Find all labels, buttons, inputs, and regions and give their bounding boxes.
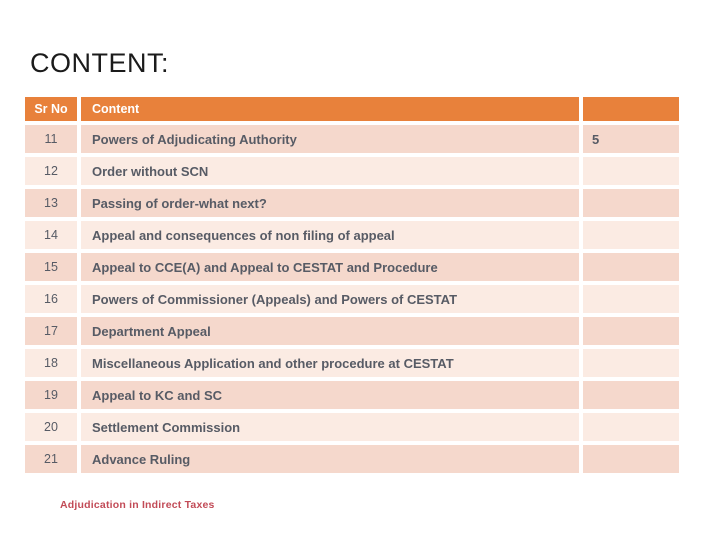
slide-title: CONTENT: — [30, 48, 169, 78]
table-row: 13 Passing of order-what next? — [25, 189, 679, 217]
page-cell — [583, 413, 679, 441]
page-cell — [583, 221, 679, 249]
sr-no-cell: 19 — [25, 381, 77, 409]
table-row: 11 Powers of Adjudicating Authority 5 — [25, 125, 679, 153]
sr-no-cell: 13 — [25, 189, 77, 217]
sr-no-cell: 20 — [25, 413, 77, 441]
table-row: 20 Settlement Commission — [25, 413, 679, 441]
table-row: 19 Appeal to KC and SC — [25, 381, 679, 409]
table-row: 21 Advance Ruling — [25, 445, 679, 473]
page-cell — [583, 189, 679, 217]
content-cell: Settlement Commission — [81, 413, 579, 441]
page-cell — [583, 285, 679, 313]
table-body: 11 Powers of Adjudicating Authority 5 12… — [25, 125, 679, 473]
page-cell — [583, 381, 679, 409]
header-sr-no: Sr No — [25, 97, 77, 121]
sr-no-cell: 15 — [25, 253, 77, 281]
content-cell: Department Appeal — [81, 317, 579, 345]
content-cell: Powers of Commissioner (Appeals) and Pow… — [81, 285, 579, 313]
sr-no-cell: 17 — [25, 317, 77, 345]
content-table: Sr No Content 11 Powers of Adjudicating … — [25, 97, 679, 473]
content-cell: Passing of order-what next? — [81, 189, 579, 217]
table-row: 17 Department Appeal — [25, 317, 679, 345]
sr-no-cell: 16 — [25, 285, 77, 313]
page-cell — [583, 157, 679, 185]
sr-no-cell: 12 — [25, 157, 77, 185]
content-cell: Miscellaneous Application and other proc… — [81, 349, 579, 377]
table-row: 15 Appeal to CCE(A) and Appeal to CESTAT… — [25, 253, 679, 281]
content-cell: Appeal and consequences of non filing of… — [81, 221, 579, 249]
content-cell: Appeal to KC and SC — [81, 381, 579, 409]
content-cell: Appeal to CCE(A) and Appeal to CESTAT an… — [81, 253, 579, 281]
sr-no-cell: 11 — [25, 125, 77, 153]
content-cell: Order without SCN — [81, 157, 579, 185]
page-cell — [583, 445, 679, 473]
table-row: 18 Miscellaneous Application and other p… — [25, 349, 679, 377]
table-row: 14 Appeal and consequences of non filing… — [25, 221, 679, 249]
table-row: 12 Order without SCN — [25, 157, 679, 185]
page-cell: 5 — [583, 125, 679, 153]
page-cell — [583, 253, 679, 281]
content-cell: Advance Ruling — [81, 445, 579, 473]
table-row: 16 Powers of Commissioner (Appeals) and … — [25, 285, 679, 313]
header-page — [583, 97, 679, 121]
page-cell — [583, 349, 679, 377]
slide-footer: Adjudication in Indirect Taxes — [60, 499, 215, 511]
content-cell: Powers of Adjudicating Authority — [81, 125, 579, 153]
sr-no-cell: 14 — [25, 221, 77, 249]
table-header-row: Sr No Content — [25, 97, 679, 121]
page-cell — [583, 317, 679, 345]
sr-no-cell: 18 — [25, 349, 77, 377]
sr-no-cell: 21 — [25, 445, 77, 473]
header-content: Content — [81, 97, 579, 121]
